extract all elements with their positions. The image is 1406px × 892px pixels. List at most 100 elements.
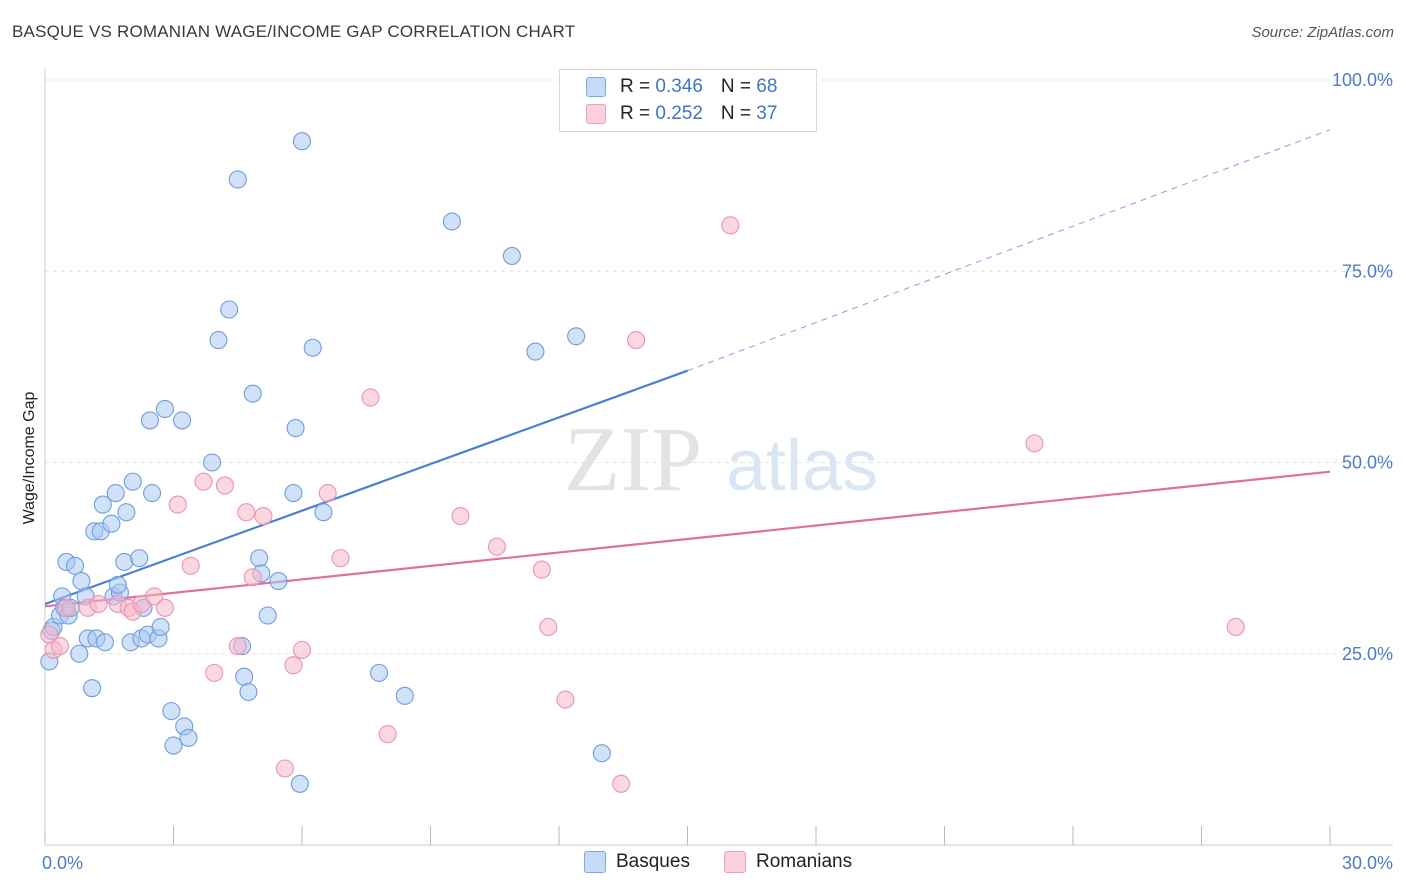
legend-n-label: N = xyxy=(720,103,757,124)
point-romanians xyxy=(318,484,337,503)
point-basques xyxy=(164,736,183,755)
point-basques xyxy=(228,170,247,189)
legend-r-value: 0.252 xyxy=(655,103,703,124)
point-romanians xyxy=(284,656,303,675)
data-points xyxy=(40,132,1245,793)
point-romanians xyxy=(539,617,558,637)
legend-swatch-basques xyxy=(584,851,606,873)
point-romanians xyxy=(627,331,646,350)
point-basques xyxy=(314,503,333,522)
y-tick-label: 100.0% xyxy=(1332,70,1393,90)
trend-line-romanians xyxy=(44,470,1331,608)
point-romanians xyxy=(1226,617,1245,637)
point-basques xyxy=(143,484,162,503)
point-romanians xyxy=(532,560,551,579)
legend-r-label: R = xyxy=(620,103,656,124)
point-basques xyxy=(162,702,181,721)
legend-row-basques: R = 0.346 N = 68 xyxy=(586,74,777,100)
trend-line-basques-extension xyxy=(687,129,1331,372)
point-basques xyxy=(567,327,586,346)
x-tick-label: 30.0% xyxy=(1342,853,1393,873)
point-basques xyxy=(292,132,312,151)
point-basques xyxy=(70,644,89,663)
point-romanians xyxy=(721,216,740,235)
point-romanians xyxy=(361,388,380,407)
point-romanians xyxy=(145,587,164,606)
x-tick-label: 0.0% xyxy=(42,853,83,873)
point-basques xyxy=(173,411,192,430)
point-basques xyxy=(442,212,461,231)
chart-title: BASQUE VS ROMANIAN WAGE/INCOME GAP CORRE… xyxy=(12,22,576,41)
legend-item-romanians[interactable]: Romanians xyxy=(724,851,852,873)
point-basques xyxy=(151,617,170,637)
y-tick-label: 75.0% xyxy=(1342,261,1393,281)
legend-item-basques[interactable]: Basques xyxy=(584,851,690,873)
point-romanians xyxy=(378,725,397,744)
legend-label-romanians: Romanians xyxy=(756,851,853,872)
point-romanians xyxy=(155,598,174,617)
point-basques xyxy=(220,300,239,319)
legend-n-value: 37 xyxy=(756,103,778,124)
legend-row-romanians: R = 0.252 N = 37 xyxy=(586,101,777,127)
point-romanians xyxy=(50,637,70,656)
point-basques xyxy=(108,575,127,594)
point-romanians xyxy=(292,640,312,659)
point-basques xyxy=(179,728,198,747)
y-tick-label: 50.0% xyxy=(1342,453,1393,473)
point-basques xyxy=(65,556,85,575)
point-romanians xyxy=(612,774,631,793)
axes xyxy=(44,68,1393,846)
grid-lines xyxy=(45,79,1393,655)
point-basques xyxy=(203,453,222,472)
y-tick-label: 25.0% xyxy=(1342,644,1393,664)
trend-line-basques xyxy=(44,369,688,606)
point-romanians xyxy=(1025,434,1044,453)
point-basques xyxy=(303,338,322,357)
point-basques xyxy=(155,399,174,419)
point-romanians xyxy=(451,506,470,526)
point-basques xyxy=(106,484,125,503)
watermark-atlas: atlas xyxy=(726,426,878,506)
legend-swatch-basques xyxy=(586,77,606,97)
legend-swatch-romanians xyxy=(724,851,746,873)
point-romanians xyxy=(181,556,200,575)
point-romanians xyxy=(556,690,575,709)
point-basques xyxy=(395,686,414,705)
point-basques xyxy=(209,331,228,350)
point-romanians xyxy=(194,472,213,491)
source-label: Source: ZipAtlas.com xyxy=(1251,24,1394,41)
point-romanians xyxy=(168,495,187,514)
point-basques xyxy=(286,419,305,438)
point-romanians xyxy=(89,594,108,614)
point-romanians xyxy=(205,663,224,682)
legend-r-label: R = xyxy=(620,76,656,97)
point-basques xyxy=(243,384,262,403)
point-basques xyxy=(140,411,159,430)
point-romanians xyxy=(487,537,506,556)
point-basques xyxy=(72,572,91,591)
point-romanians xyxy=(57,598,76,617)
point-basques xyxy=(526,342,545,361)
point-basques xyxy=(284,484,303,503)
point-romanians xyxy=(243,568,262,587)
point-romanians xyxy=(237,503,256,522)
point-basques xyxy=(115,552,134,572)
point-basques xyxy=(102,514,121,533)
point-romanians xyxy=(254,506,273,526)
watermark-zip: ZIP xyxy=(564,408,702,510)
legend-label-basques: Basques xyxy=(616,851,690,872)
point-romanians xyxy=(228,637,247,656)
point-basques xyxy=(95,633,115,652)
correlation-legend: R = 0.346 N = 68 R = 0.252 N = 37 xyxy=(559,69,817,132)
point-romanians xyxy=(331,549,350,568)
point-basques xyxy=(235,667,254,686)
point-romanians xyxy=(275,759,294,778)
point-basques xyxy=(130,549,149,568)
legend-n-label: N = xyxy=(720,76,757,97)
watermark: ZIP atlas xyxy=(564,408,878,510)
legend-swatch-romanians xyxy=(586,104,606,124)
point-basques xyxy=(370,663,389,682)
tick-labels: 25.0% 50.0% 75.0% 100.0% 0.0% 30.0% xyxy=(42,70,1393,873)
series-legend: Basques Romanians xyxy=(0,851,1406,879)
point-basques xyxy=(258,606,277,625)
